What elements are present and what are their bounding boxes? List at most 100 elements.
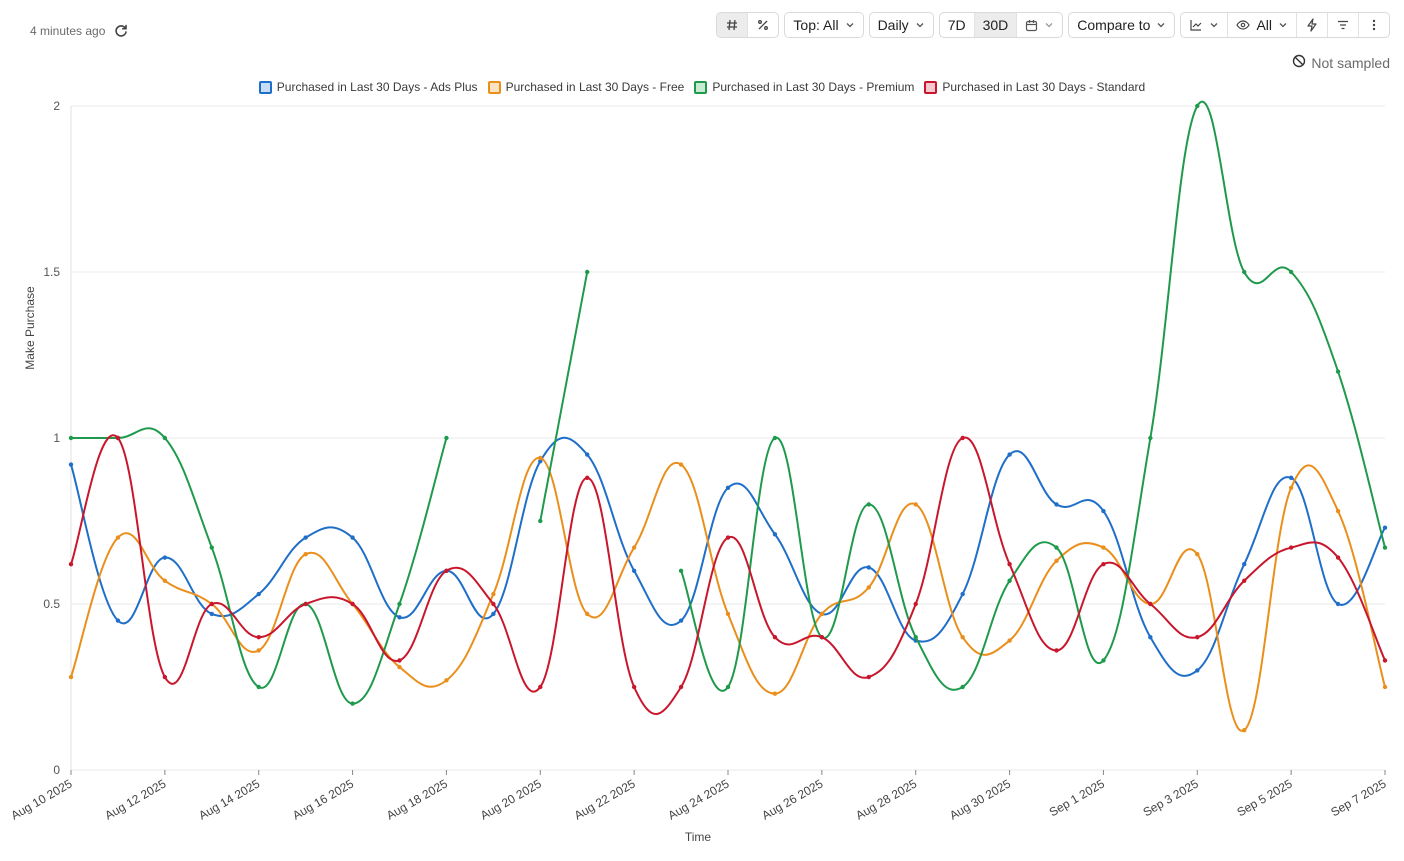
data-point[interactable] bbox=[631, 545, 637, 550]
data-point[interactable] bbox=[256, 635, 261, 640]
data-point[interactable] bbox=[1382, 658, 1388, 663]
data-point[interactable] bbox=[397, 664, 402, 670]
data-point[interactable] bbox=[866, 674, 871, 680]
insights-button[interactable] bbox=[1296, 13, 1327, 37]
data-point[interactable] bbox=[350, 701, 355, 706]
data-point[interactable] bbox=[491, 601, 496, 607]
data-point[interactable] bbox=[1288, 545, 1294, 550]
data-point[interactable] bbox=[115, 535, 121, 540]
data-point[interactable] bbox=[491, 611, 496, 617]
data-point[interactable] bbox=[678, 462, 684, 467]
data-point[interactable] bbox=[68, 674, 74, 680]
data-point[interactable] bbox=[397, 601, 402, 607]
more-options-button[interactable] bbox=[1358, 13, 1389, 37]
visibility-dropdown[interactable]: All bbox=[1227, 13, 1296, 37]
data-point[interactable] bbox=[444, 568, 449, 573]
data-point[interactable] bbox=[68, 435, 74, 441]
data-point[interactable] bbox=[1101, 508, 1106, 514]
data-point[interactable] bbox=[1007, 452, 1012, 457]
data-point[interactable] bbox=[115, 435, 121, 441]
data-point[interactable] bbox=[725, 611, 731, 617]
data-point[interactable] bbox=[585, 475, 590, 481]
data-point[interactable] bbox=[772, 532, 778, 537]
data-point[interactable] bbox=[303, 552, 308, 557]
data-point[interactable] bbox=[538, 459, 543, 464]
data-point[interactable] bbox=[772, 691, 778, 696]
data-point[interactable] bbox=[1335, 369, 1341, 374]
data-point[interactable] bbox=[162, 555, 168, 560]
data-point[interactable] bbox=[1335, 601, 1341, 607]
data-point[interactable] bbox=[866, 502, 871, 507]
data-point[interactable] bbox=[725, 535, 731, 540]
data-point[interactable] bbox=[585, 452, 590, 457]
data-point[interactable] bbox=[960, 635, 965, 640]
data-point[interactable] bbox=[913, 502, 918, 507]
data-point[interactable] bbox=[1242, 269, 1247, 275]
legend-item[interactable]: Purchased in Last 30 Days - Premium bbox=[694, 80, 914, 94]
legend-item[interactable]: Purchased in Last 30 Days - Standard bbox=[924, 80, 1145, 94]
data-point[interactable] bbox=[1054, 502, 1059, 507]
data-point[interactable] bbox=[631, 568, 637, 573]
data-point[interactable] bbox=[960, 591, 965, 597]
data-point[interactable] bbox=[209, 611, 214, 617]
data-point[interactable] bbox=[491, 591, 496, 597]
data-point[interactable] bbox=[678, 568, 684, 573]
data-point[interactable] bbox=[1054, 558, 1059, 564]
data-point[interactable] bbox=[585, 611, 590, 617]
data-point[interactable] bbox=[303, 535, 308, 540]
data-point[interactable] bbox=[678, 684, 684, 690]
data-point[interactable] bbox=[350, 535, 355, 540]
data-point[interactable] bbox=[444, 678, 449, 683]
data-point[interactable] bbox=[631, 684, 637, 690]
data-point[interactable] bbox=[162, 435, 168, 441]
data-point[interactable] bbox=[256, 648, 261, 653]
data-point[interactable] bbox=[1007, 561, 1012, 567]
data-point[interactable] bbox=[1101, 658, 1106, 663]
data-point[interactable] bbox=[68, 462, 74, 467]
data-point[interactable] bbox=[1335, 508, 1341, 514]
data-point[interactable] bbox=[162, 674, 168, 680]
range-7d-button[interactable]: 7D bbox=[947, 17, 966, 33]
data-point[interactable] bbox=[960, 435, 965, 441]
data-point[interactable] bbox=[1382, 684, 1388, 690]
data-point[interactable] bbox=[1054, 545, 1059, 550]
data-point[interactable] bbox=[303, 601, 308, 607]
data-point[interactable] bbox=[68, 561, 74, 567]
data-point[interactable] bbox=[162, 578, 168, 583]
data-point[interactable] bbox=[725, 485, 731, 490]
data-point[interactable] bbox=[350, 601, 355, 607]
filter-button[interactable] bbox=[1327, 13, 1358, 37]
data-point[interactable] bbox=[1288, 485, 1294, 490]
data-point[interactable] bbox=[819, 611, 825, 617]
data-point[interactable] bbox=[1242, 561, 1247, 567]
data-point[interactable] bbox=[913, 601, 918, 607]
data-point[interactable] bbox=[1148, 601, 1153, 607]
data-point[interactable] bbox=[1382, 525, 1388, 530]
data-point[interactable] bbox=[913, 635, 918, 640]
data-point[interactable] bbox=[209, 545, 214, 550]
refresh-icon[interactable] bbox=[113, 23, 129, 39]
data-point[interactable] bbox=[819, 635, 825, 640]
chart-type-dropdown[interactable] bbox=[1181, 13, 1227, 37]
data-point[interactable] bbox=[772, 435, 778, 441]
top-dropdown[interactable]: Top: All bbox=[785, 13, 862, 37]
data-point[interactable] bbox=[209, 601, 214, 607]
data-point[interactable] bbox=[444, 435, 449, 441]
data-point[interactable] bbox=[1382, 545, 1388, 550]
data-point[interactable] bbox=[1054, 648, 1059, 653]
data-point[interactable] bbox=[866, 585, 871, 590]
range-30d-button[interactable]: 30D bbox=[973, 13, 1017, 37]
data-point[interactable] bbox=[1148, 435, 1153, 441]
data-point[interactable] bbox=[1242, 727, 1247, 733]
data-point[interactable] bbox=[1195, 103, 1200, 109]
data-point[interactable] bbox=[772, 635, 778, 640]
percent-mode-button[interactable] bbox=[747, 13, 778, 37]
data-point[interactable] bbox=[1101, 561, 1106, 567]
data-point[interactable] bbox=[1101, 545, 1106, 550]
data-point[interactable] bbox=[678, 618, 684, 623]
data-point[interactable] bbox=[1007, 638, 1012, 643]
data-point[interactable] bbox=[585, 269, 590, 275]
data-point[interactable] bbox=[115, 618, 121, 623]
data-point[interactable] bbox=[1288, 269, 1294, 275]
custom-date-button[interactable] bbox=[1016, 13, 1062, 37]
